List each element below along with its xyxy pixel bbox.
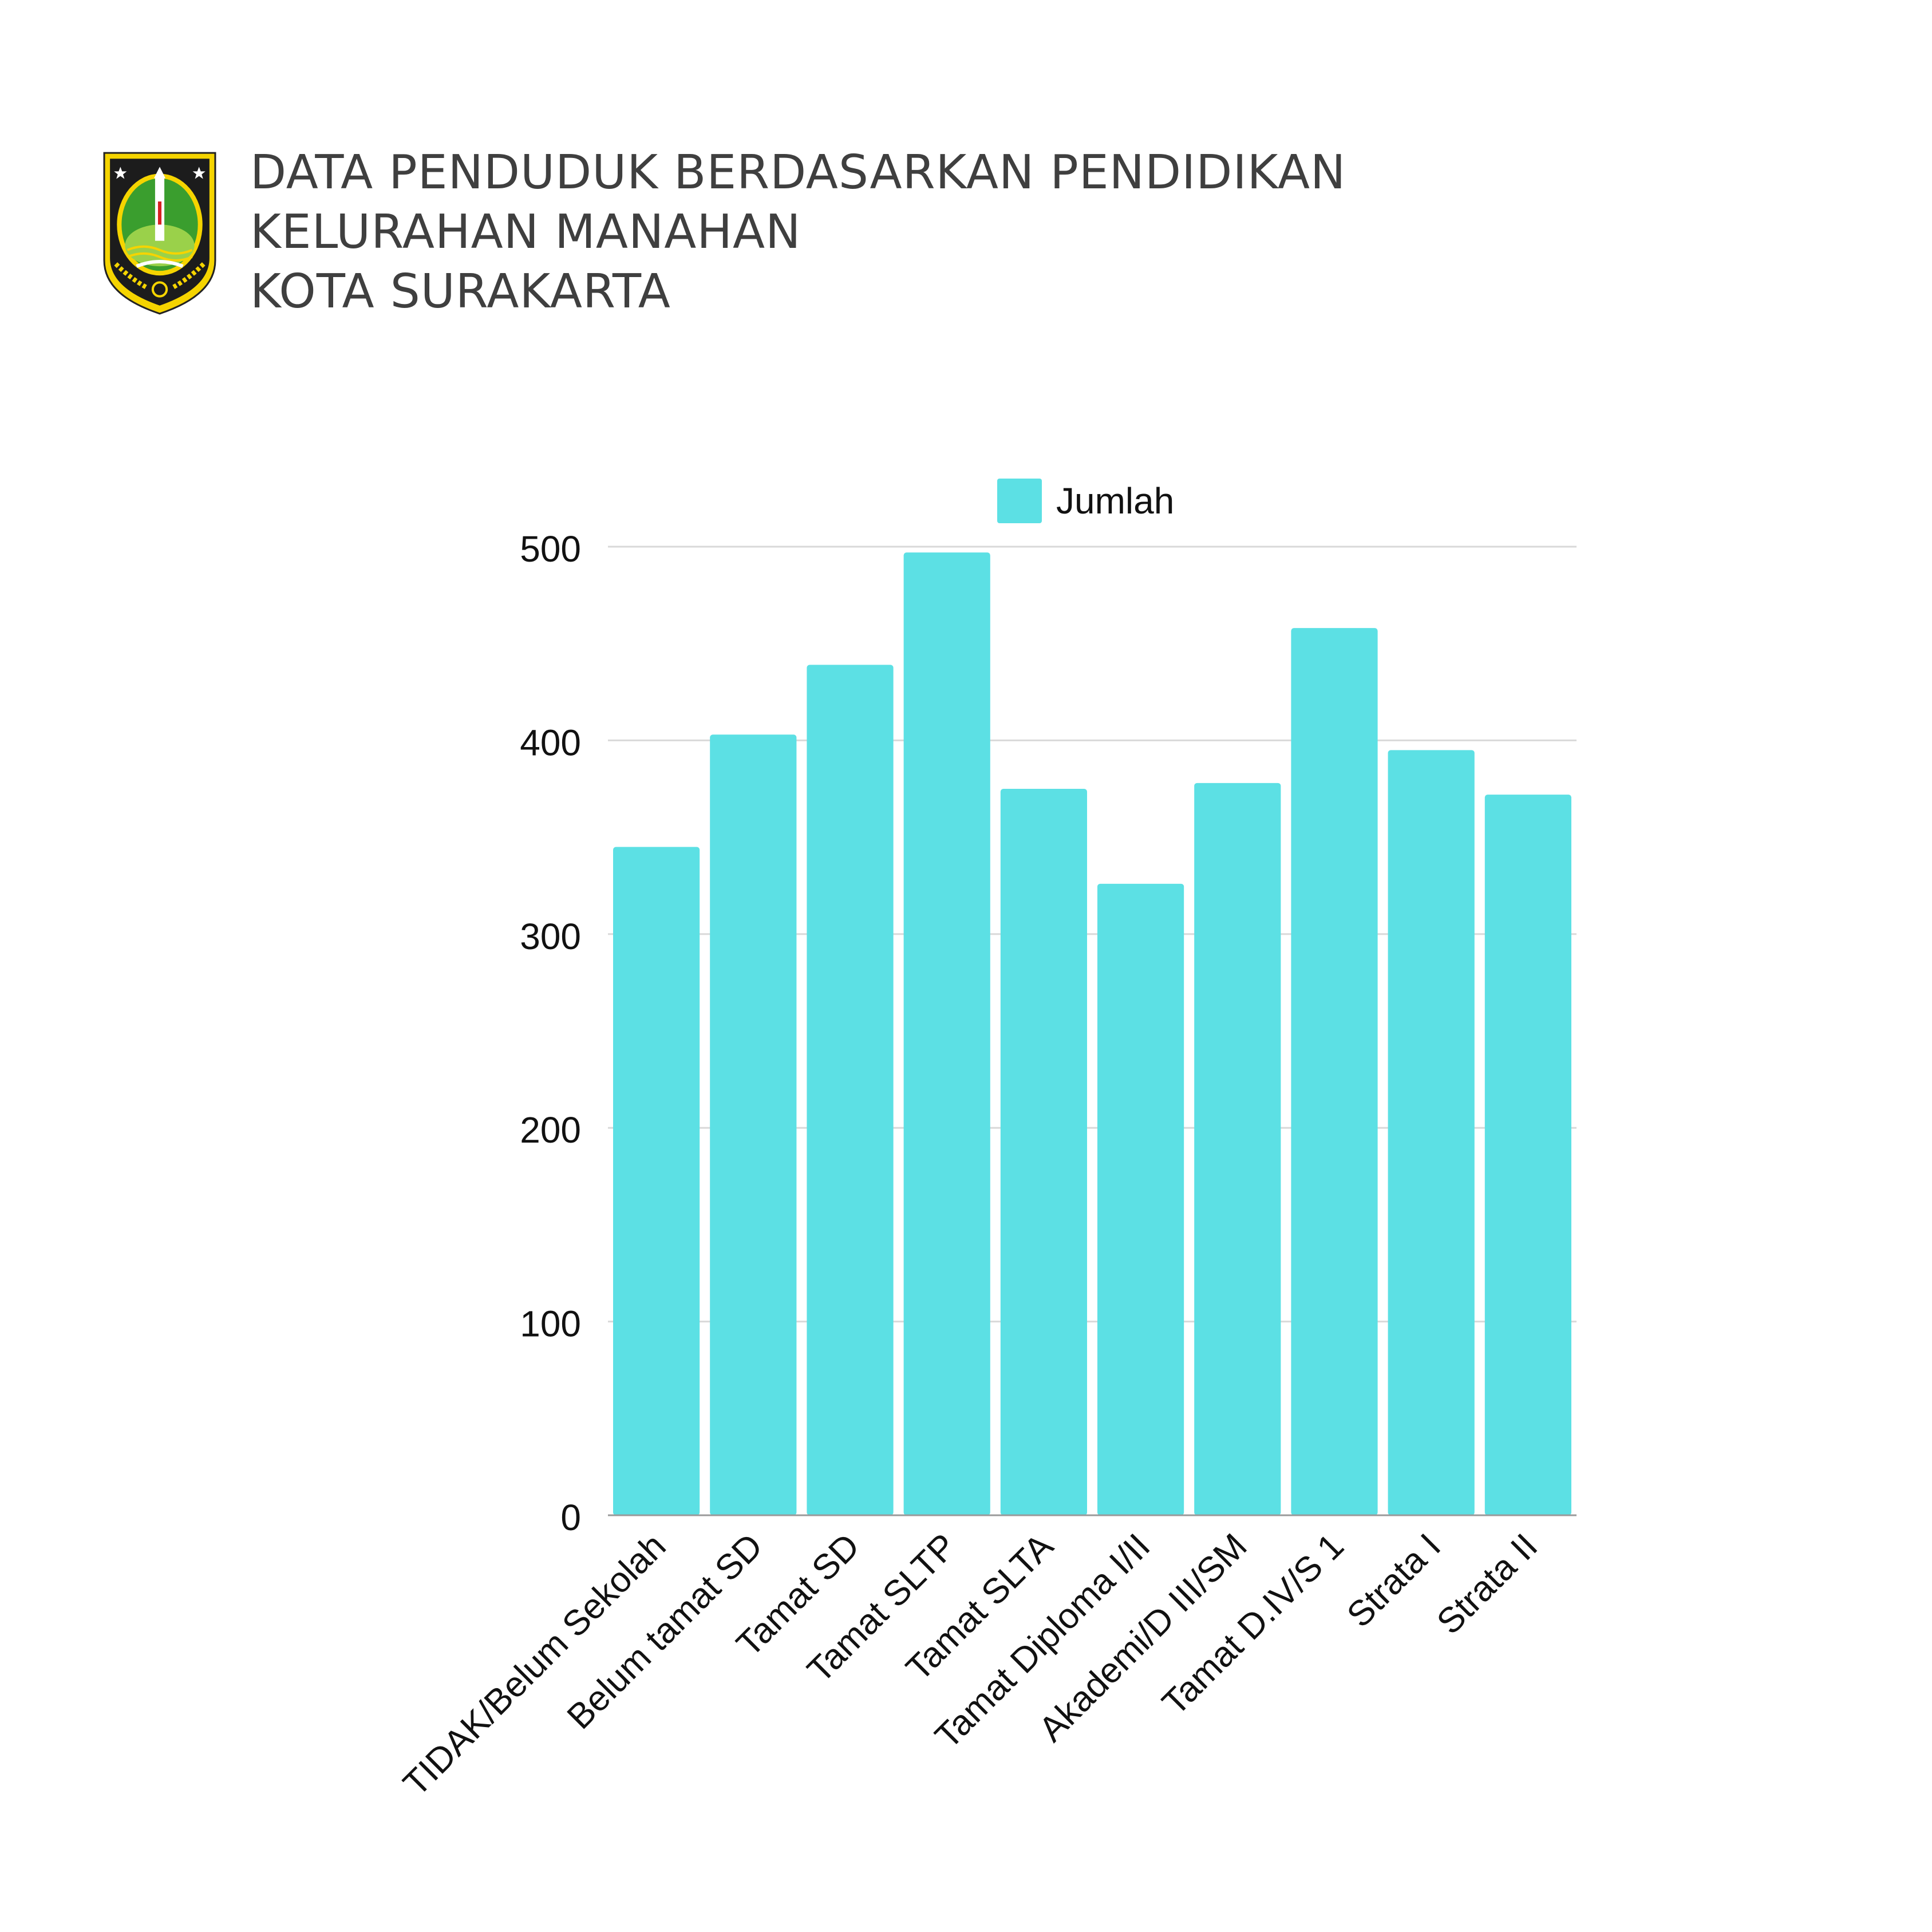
x-tick-label: Strata I (1340, 1526, 1448, 1635)
title-line-2: KELURAHAN MANAHAN (250, 205, 801, 259)
bar (1097, 883, 1184, 1515)
bar (1484, 795, 1571, 1515)
kota-surakarta-emblem (103, 152, 216, 315)
bar (807, 665, 894, 1515)
y-tick-label: 500 (520, 528, 581, 570)
bar (710, 734, 797, 1515)
bar (1291, 628, 1378, 1515)
x-tick-label: Tamat D.IV/S 1 (1155, 1526, 1352, 1723)
x-tick-label: Strata II (1429, 1526, 1545, 1642)
legend-label: Jumlah (1056, 480, 1174, 521)
bar (1000, 789, 1087, 1515)
y-tick-label: 100 (520, 1303, 581, 1345)
bar (1194, 783, 1281, 1515)
page-title: DATA PENDUDUK BERDASARKAN PENDIDIKAN KEL… (250, 143, 1346, 322)
y-tick-label: 400 (520, 722, 581, 763)
y-tick-label: 300 (520, 916, 581, 957)
bar (1388, 750, 1475, 1515)
bar (613, 847, 700, 1515)
bar (903, 552, 990, 1515)
y-tick-label: 200 (520, 1109, 581, 1151)
y-tick-label: 0 (560, 1497, 581, 1538)
title-line-1: DATA PENDUDUK BERDASARKAN PENDIDIKAN (250, 145, 1346, 200)
legend-swatch (997, 479, 1042, 523)
title-line-3: KOTA SURAKARTA (250, 264, 671, 319)
